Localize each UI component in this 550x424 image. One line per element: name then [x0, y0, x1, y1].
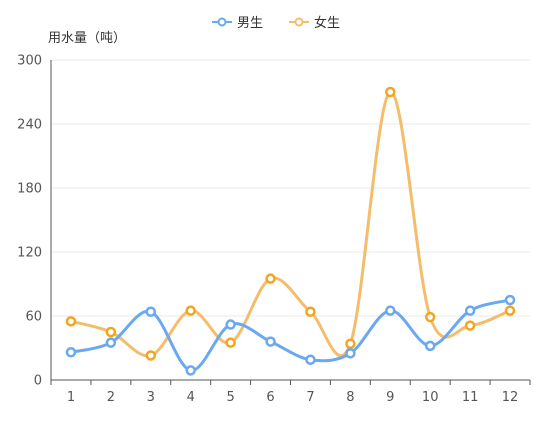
x-tick-label: 7 [306, 390, 314, 405]
data-point-female[interactable] [65, 316, 77, 327]
data-point-male[interactable] [464, 305, 476, 316]
x-tick-label: 8 [346, 390, 354, 405]
gridlines [51, 59, 530, 317]
y-tick-label: 240 [17, 118, 42, 133]
x-tick-label: 9 [386, 390, 394, 405]
series-line-male [69, 298, 512, 372]
series-lines [69, 90, 512, 372]
legend-item-female[interactable]: 女生 [289, 15, 340, 31]
x-tick-label: 12 [502, 390, 519, 405]
legend-label: 女生 [314, 15, 340, 31]
data-point-male[interactable] [385, 305, 396, 316]
data-point-female[interactable] [265, 273, 276, 284]
y-tick-label: 120 [17, 246, 42, 261]
y-tick-label: 300 [17, 54, 42, 69]
legend-item-male[interactable]: 男生 [212, 16, 263, 31]
legend[interactable]: 男生 女生 [212, 15, 340, 31]
x-tick-label: 5 [226, 390, 234, 405]
legend-marker-icon [294, 17, 304, 27]
data-point-female[interactable] [185, 305, 196, 316]
data-point-male[interactable] [185, 365, 196, 376]
x-tick-label: 3 [147, 390, 155, 405]
legend-marker-icon [217, 17, 227, 27]
data-point-female[interactable] [225, 337, 236, 348]
x-tick-label: 11 [462, 390, 479, 405]
data-point-male[interactable] [65, 347, 77, 358]
data-point-female[interactable] [464, 320, 476, 331]
x-tick-label: 2 [107, 390, 115, 405]
x-tick-label: 10 [422, 390, 439, 405]
data-point-male[interactable] [265, 336, 276, 347]
data-point-male[interactable] [424, 340, 436, 352]
data-point-male[interactable] [105, 337, 117, 348]
data-point-female[interactable] [145, 350, 157, 361]
data-point-female[interactable] [105, 326, 117, 338]
legend-label: 男生 [237, 16, 263, 31]
data-points [65, 86, 516, 376]
y-tick-label: 0 [34, 374, 42, 389]
data-point-female[interactable] [424, 311, 436, 323]
data-point-male[interactable] [504, 294, 516, 306]
data-point-female[interactable] [385, 86, 396, 98]
data-point-male[interactable] [305, 354, 316, 365]
x-tick-label: 6 [266, 390, 274, 405]
data-point-female[interactable] [305, 306, 316, 317]
y-tick-label: 180 [17, 182, 42, 197]
y-tick-label: 60 [25, 310, 42, 325]
data-point-male[interactable] [345, 348, 356, 359]
data-point-male[interactable] [225, 319, 236, 330]
x-tick-label: 1 [67, 390, 75, 405]
x-tick-label: 4 [187, 390, 195, 405]
y-axis-label: 用水量（吨） [48, 31, 126, 46]
data-point-female[interactable] [504, 305, 516, 316]
data-point-male[interactable] [145, 306, 157, 317]
data-point-female[interactable] [345, 338, 356, 349]
